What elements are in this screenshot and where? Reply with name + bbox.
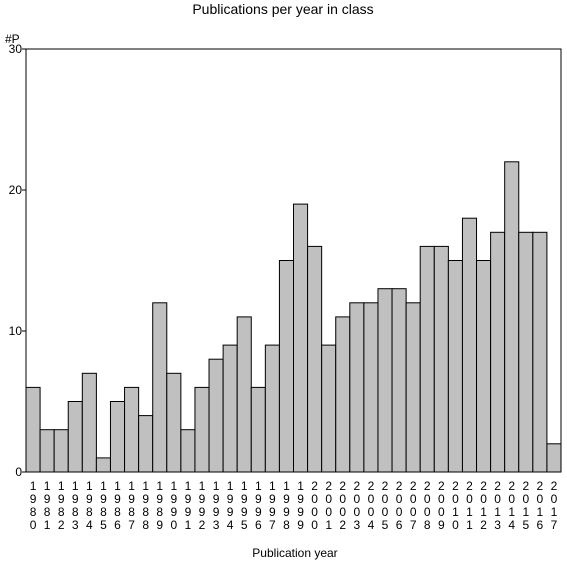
- chart-title: Publications per year in class: [192, 1, 373, 17]
- bar-2007: [405, 302, 421, 473]
- bar-2000: [307, 245, 323, 473]
- bar-1983: [67, 401, 83, 473]
- bar-1999: [293, 203, 309, 473]
- y-tick-label: 0: [15, 465, 22, 479]
- bar-2014: [504, 161, 520, 473]
- bar-2005: [377, 288, 393, 473]
- bar-2012: [476, 260, 492, 473]
- bar-1980: [25, 386, 41, 473]
- y-axis: 0 10 20 30: [9, 42, 26, 479]
- bar-1998: [278, 260, 295, 473]
- bar-1990: [166, 372, 182, 473]
- bar-2011: [461, 217, 478, 473]
- bar-2017: [546, 443, 562, 473]
- bar-2010: [447, 260, 463, 473]
- bar-1995: [236, 316, 252, 473]
- y-tick-label: 20: [9, 183, 23, 197]
- bar-1982: [53, 429, 69, 473]
- bar-2002: [335, 316, 351, 473]
- bar-2001: [321, 344, 337, 473]
- y-tick-label: 30: [9, 42, 23, 56]
- bar-1997: [264, 344, 280, 473]
- bar-1993: [208, 358, 224, 473]
- bar-1989: [152, 302, 168, 473]
- bar-1992: [194, 386, 210, 473]
- plot-frame: [25, 48, 562, 473]
- bar-1991: [180, 429, 196, 473]
- bar-2008: [419, 245, 435, 473]
- y-tick-label: 10: [9, 324, 23, 338]
- bar-2015: [518, 231, 534, 473]
- bar-1984: [81, 372, 97, 473]
- bar-1981: [39, 429, 55, 473]
- x-axis: 1 9 8 0 1 9 8 1 1 9 8 2 1 9 8 3 1 9 8 4 1 9 8 5 1 9 8 6 1 9 8 7 1 9 8 8 1 9 8 9…: [30, 479, 558, 532]
- bar-1988: [138, 415, 154, 473]
- bar-2006: [391, 288, 407, 473]
- bar-2009: [433, 245, 449, 473]
- y-axis-label: #P: [5, 32, 20, 46]
- bar-2003: [349, 302, 365, 473]
- bar-1987: [124, 386, 140, 473]
- bar-1994: [222, 344, 238, 473]
- bar-1985: [95, 457, 111, 473]
- bar-1996: [250, 386, 266, 473]
- x-axis-label: Publication year: [252, 546, 337, 560]
- bars: [25, 161, 562, 473]
- bar-1986: [109, 401, 126, 473]
- bar-2013: [490, 231, 506, 473]
- bar-2016: [532, 231, 548, 473]
- bar-2004: [363, 302, 379, 473]
